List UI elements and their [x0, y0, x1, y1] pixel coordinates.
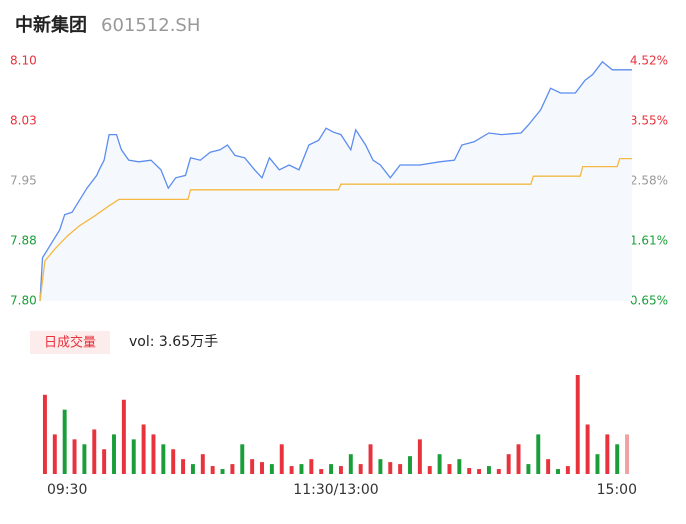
volume-bar [299, 464, 304, 474]
volume-bar [358, 464, 363, 474]
volume-button-label[interactable]: 日成交量 [44, 335, 96, 351]
volume-bar [368, 444, 373, 474]
volume-bar [585, 424, 590, 474]
volume-bar [260, 462, 264, 474]
stock-code: 601512.SH [101, 15, 200, 36]
volume-bar [605, 434, 610, 474]
volume-bar [437, 454, 442, 474]
volume-bar [181, 459, 186, 474]
volume-bar [121, 399, 126, 474]
volume-bar [348, 454, 353, 474]
volume-bar [309, 459, 314, 474]
volume-bar [615, 444, 620, 474]
volume-bar [72, 439, 77, 474]
volume-bar [329, 464, 334, 474]
y2-tick-label: 2.58% [630, 174, 668, 188]
volume-bar [210, 466, 215, 474]
volume-bar [131, 439, 136, 474]
x-tick-label: 11:30/13:00 [293, 482, 378, 498]
volume-bar [220, 469, 225, 474]
y2-tick-label: 1.61% [630, 234, 668, 248]
series-line [39, 157, 632, 302]
volume-bar [230, 464, 235, 474]
volume-bar [250, 459, 255, 474]
y2-tick-label: 4.52% [630, 54, 668, 68]
volume-bar [556, 469, 560, 474]
volume-bar [595, 454, 600, 474]
y-tick-label: 8.10 [10, 54, 37, 68]
y-tick-label: 7.88 [10, 234, 37, 248]
y2-tick-label: 3.55% [630, 114, 668, 128]
volume-bar [467, 468, 472, 474]
volume-bar [427, 466, 432, 474]
volume-bar [240, 444, 245, 474]
volume-bar [112, 434, 116, 474]
volume-bar [575, 375, 580, 474]
series-line [39, 60, 632, 302]
stock-name: 中新集团 [15, 14, 87, 36]
volume-bar [486, 466, 491, 474]
volume-bar [62, 409, 67, 474]
volume-bar [408, 456, 412, 474]
y2-tick-label: 0.65% [630, 294, 668, 308]
volume-bar [141, 424, 146, 474]
volume-bar [398, 464, 403, 474]
volume-bar [496, 469, 501, 474]
y-tick-label: 7.80 [10, 294, 37, 308]
volume-bar [190, 464, 195, 474]
volume-bar [92, 429, 97, 474]
volume-bar [457, 459, 462, 474]
volume-bar [151, 434, 156, 474]
volume-bar [506, 454, 511, 474]
volume-bar [102, 449, 107, 474]
volume-bar [388, 462, 393, 474]
volume-bar [52, 434, 57, 474]
volume-bar [625, 434, 630, 474]
y-tick-label: 7.95 [10, 174, 37, 188]
volume-bar [279, 444, 284, 474]
volume-text: vol: 3.65万手 [129, 334, 218, 350]
price-area [40, 61, 632, 301]
volume-bar [171, 449, 176, 474]
x-tick-label: 15:00 [597, 482, 637, 498]
volume-bar [42, 394, 47, 474]
volume-bar [516, 444, 521, 474]
volume-bar [82, 444, 87, 474]
volume-bar [546, 459, 551, 474]
volume-bar [269, 464, 274, 474]
volume-button[interactable] [30, 331, 110, 354]
volume-bar [417, 439, 422, 474]
x-tick-label: 09:30 [47, 482, 87, 498]
volume-bar [319, 469, 324, 474]
volume-bar [378, 459, 383, 474]
volume-bar [536, 434, 541, 474]
y-tick-label: 8.03 [10, 114, 37, 128]
volume-bar [161, 444, 166, 474]
volume-bar [200, 454, 205, 474]
volume-bar [526, 464, 531, 474]
volume-bar [289, 466, 294, 474]
volume-bar [477, 469, 482, 474]
volume-bar [565, 466, 570, 474]
volume-bar [447, 464, 452, 474]
volume-bar [338, 466, 343, 474]
